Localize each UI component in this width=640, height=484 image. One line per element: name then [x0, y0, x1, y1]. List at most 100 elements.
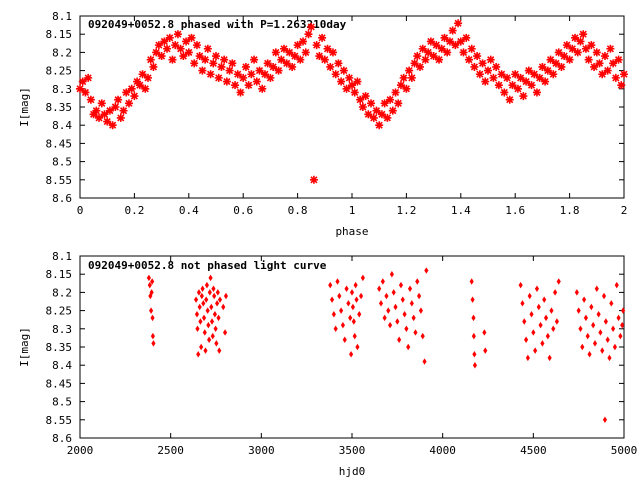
unphased-data-point — [472, 351, 477, 358]
phased-data-point — [222, 77, 231, 86]
unphased-y-tick-label: 8.15 — [46, 268, 73, 281]
phased-data-point — [171, 41, 180, 50]
phased-y-tick-label: 8.5 — [52, 156, 72, 169]
unphased-data-point — [540, 340, 545, 347]
unphased-data-point — [352, 332, 357, 340]
unphased-data-point — [411, 314, 416, 322]
phased-y-tick-label: 8.45 — [46, 137, 73, 150]
phased-data-point — [413, 52, 422, 61]
phased-data-point — [138, 70, 147, 79]
phased-data-point — [386, 95, 395, 104]
phased-data-point — [152, 48, 161, 57]
unphased-data-point — [384, 292, 389, 300]
phased-y-tick-label: 8.3 — [52, 83, 72, 96]
phased-data-point — [364, 110, 373, 119]
unphased-data-point — [574, 289, 579, 296]
unphased-data-point — [211, 285, 216, 293]
unphased-data-point — [210, 332, 215, 340]
phased-data-point — [481, 77, 490, 86]
unphased-data-point — [337, 292, 342, 300]
phased-data-point — [592, 48, 601, 57]
phased-data-point — [562, 41, 571, 50]
phased-data-point — [214, 73, 223, 82]
phased-data-point — [168, 55, 177, 64]
unphased-data-point — [518, 281, 523, 289]
phased-data-point — [584, 55, 593, 64]
unphased-data-point — [583, 314, 588, 322]
phased-x-tick-label: 0.8 — [288, 204, 308, 217]
phased-x-tick-label: 0.4 — [179, 204, 199, 217]
phased-y-tick-label: 8.1 — [52, 10, 72, 23]
phased-data-point — [105, 106, 114, 115]
phased-data-point — [97, 99, 106, 108]
phased-data-point — [154, 41, 163, 50]
phased-data-point — [432, 41, 441, 50]
unphased-data-point — [420, 332, 425, 340]
unphased-data-point — [472, 361, 478, 369]
phased-x-tick-label: 1.4 — [451, 204, 471, 217]
phased-data-point — [552, 59, 560, 68]
phased-data-point — [448, 26, 457, 35]
phased-data-point — [497, 70, 506, 79]
unphased-data-point — [357, 310, 362, 318]
phased-data-point — [500, 88, 509, 97]
unphased-y-axis-label: I[mag] — [18, 327, 31, 367]
unphased-data-point — [378, 300, 384, 307]
phased-y-tick-label: 8.55 — [46, 174, 73, 187]
unphased-data-point — [471, 332, 476, 340]
phased-data-point — [288, 62, 297, 71]
phased-data-point — [388, 106, 397, 115]
phased-x-tick-label: 0.6 — [233, 204, 253, 217]
unphased-data-point — [407, 285, 413, 293]
phased-data-point — [571, 33, 580, 42]
phased-data-point — [451, 41, 460, 50]
unphased-data-point — [150, 278, 155, 285]
phased-data-point — [198, 66, 207, 75]
unphased-x-tick-label: 2500 — [157, 444, 184, 457]
unphased-data-point — [349, 351, 354, 358]
unphased-data-point — [406, 343, 411, 351]
phased-data-point — [353, 77, 362, 86]
unphased-data-point — [520, 300, 525, 307]
phased-data-point — [236, 88, 245, 97]
unphased-data-point — [607, 354, 612, 362]
unphased-data-point — [349, 289, 355, 296]
unphased-y-tick-label: 8.45 — [46, 377, 73, 390]
phased-data-point — [315, 52, 324, 61]
unphased-data-point — [339, 307, 344, 314]
phased-data-point — [435, 55, 444, 64]
phased-data-point — [173, 30, 182, 39]
unphased-data-point — [331, 310, 336, 318]
phased-data-point — [312, 41, 321, 50]
phased-data-point — [600, 52, 609, 61]
phased-data-point — [144, 73, 152, 82]
unphased-data-point — [151, 340, 156, 347]
phased-data-point — [595, 59, 604, 68]
phased-data-point — [486, 55, 495, 64]
unphased-data-point — [201, 300, 206, 307]
phased-data-point — [334, 59, 343, 68]
phased-data-point — [135, 81, 144, 90]
phased-data-point — [527, 81, 536, 90]
unphased-data-point — [553, 289, 558, 296]
unphased-x-tick-label: 4500 — [520, 444, 547, 457]
phased-data-point — [554, 48, 563, 57]
phased-data-point — [396, 81, 405, 90]
unphased-data-point — [344, 285, 349, 293]
unphased-data-point — [328, 281, 333, 289]
phased-data-point — [239, 73, 248, 82]
unphased-x-tick-label: 4000 — [429, 444, 456, 457]
phased-data-point — [149, 62, 158, 71]
phased-data-point — [459, 48, 468, 57]
phased-data-point — [549, 70, 558, 79]
phased-data-point — [473, 52, 482, 61]
phased-data-point — [252, 77, 261, 86]
unphased-data-point — [212, 292, 217, 300]
unphased-data-point — [534, 285, 540, 293]
phased-y-tick-label: 8.6 — [52, 192, 72, 205]
phased-data-point — [326, 62, 335, 71]
unphased-data-point — [206, 321, 211, 329]
unphased-data-point — [197, 303, 202, 311]
unphased-data-point — [470, 296, 475, 303]
unphased-data-point — [591, 321, 596, 329]
